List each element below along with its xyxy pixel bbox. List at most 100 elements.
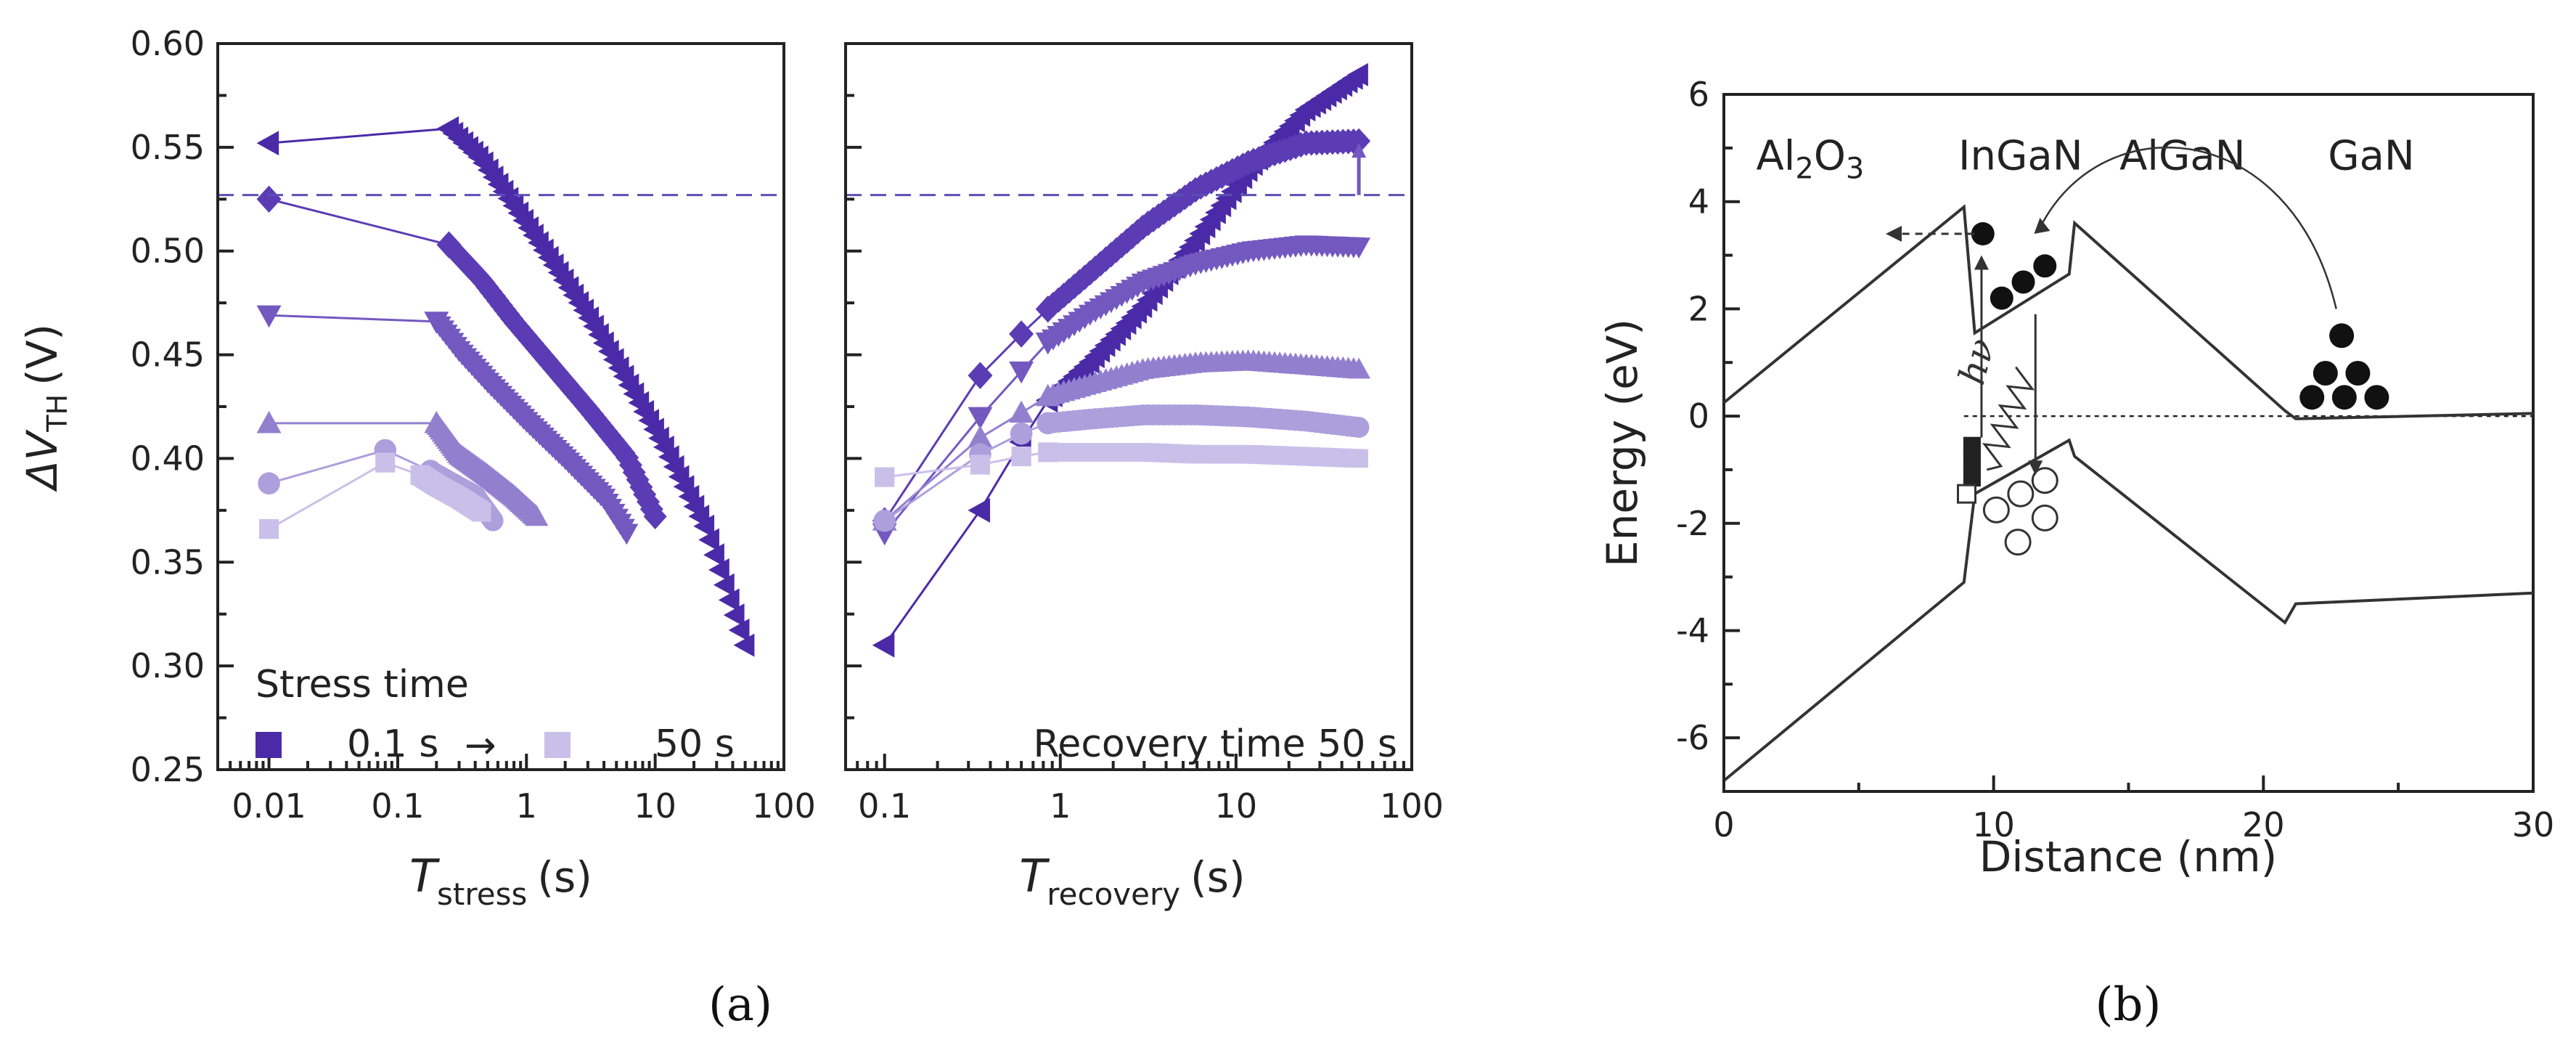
p-stress-series-5-dense-point-59 xyxy=(472,502,491,522)
band-x-axis-title: Distance (nm) xyxy=(1979,832,2278,881)
electron-gan-2 xyxy=(2329,323,2355,349)
band-ytick-label-2: -2 xyxy=(1676,504,1709,543)
stress-x-title-sub: stress xyxy=(437,876,527,912)
p-stress-series-0-dense-point-54 xyxy=(708,558,729,582)
p-stress-series-4-line xyxy=(269,449,431,485)
trap-excitation-arrow-head xyxy=(1974,255,1989,270)
band-particles xyxy=(1957,222,2389,556)
p-recovery-series-2-dense-point-59 xyxy=(1347,237,1371,258)
layer-labels: Al2O3 InGaN AlGaN GaN xyxy=(1757,132,2415,185)
p-stress-xtick-label-1: 0.1 xyxy=(371,786,424,826)
p-stress-series-4-point-0 xyxy=(258,472,280,495)
electron-gan-5 xyxy=(2364,385,2389,410)
p-stress-ytick-label-4: 0.45 xyxy=(131,335,205,375)
p-recovery-series-3 xyxy=(872,349,1371,531)
p-stress-series-1 xyxy=(256,185,667,530)
p-stress-ytick-label-2: 0.35 xyxy=(131,542,205,582)
recovery-x-axis-title: Trecovery (s) xyxy=(1019,850,1245,912)
electron-well-2 xyxy=(2011,270,2035,294)
p-stress-series-5-point-0 xyxy=(258,518,279,539)
electron-leak-arrow-head xyxy=(1886,226,1902,242)
layer-label-ingan: InGaN xyxy=(1958,132,2083,179)
photon-wave-icon xyxy=(1982,366,2035,471)
p-recovery-series-5 xyxy=(875,442,1368,487)
p-recovery-series-4-dense-point-59 xyxy=(1348,417,1370,438)
p-recovery-series-3-point-1 xyxy=(968,425,993,448)
band-ytick-label-1: -4 xyxy=(1676,611,1709,650)
recovery-x-title-unit: (s) xyxy=(1190,852,1245,902)
p-recovery-series-2 xyxy=(872,235,1371,546)
stress-plot: 0.01 0.1 1 10 100 0.250.300.350.400.450.500.… xyxy=(17,24,816,912)
p-recovery-series-2-point-1 xyxy=(968,407,993,430)
hole-3 xyxy=(2004,529,2032,556)
recovery-series-group xyxy=(872,62,1371,658)
legend-from-label: 0.1 s xyxy=(347,722,438,766)
band-xtick-label-0: 0 xyxy=(1713,805,1734,844)
p-stress-ytick-label-3: 0.40 xyxy=(131,439,205,478)
p-stress-series-5 xyxy=(258,452,491,539)
p-recovery-series-4-point-0 xyxy=(873,509,896,532)
band-ytick-label-6: 6 xyxy=(1688,75,1709,114)
p-stress-series-0-dense-point-59 xyxy=(733,633,755,657)
p-recovery-series-3-line xyxy=(883,395,1049,522)
p-recovery-xtick-label-1: 1 xyxy=(1050,786,1071,826)
p-stress-series-5-line xyxy=(268,461,421,530)
p-recovery-series-0-dense-point-59 xyxy=(1347,62,1368,86)
p-stress-series-0-point-0 xyxy=(256,131,279,156)
recovery-x-title-main: T xyxy=(1019,850,1050,903)
electron-gan-3 xyxy=(2299,385,2325,410)
hole-1 xyxy=(2007,480,2035,508)
band-y-ticks: -6 -4 -2 0 2 4 6 xyxy=(1676,75,1740,793)
p-recovery-series-4-point-2 xyxy=(1010,422,1033,445)
stress-y-ticks: 0.25 0.30 0.35 0.40 0.45 0.50 0.55 0.60 xyxy=(131,24,234,789)
electron-transfer-arrow xyxy=(2039,147,2337,309)
y-axis-title-unit: (V) xyxy=(17,324,67,386)
electron-well-3 xyxy=(2033,254,2057,278)
stress-x-ticks: 0.01 0.1 1 10 100 xyxy=(216,754,816,826)
p-stress-ytick-label-6: 0.55 xyxy=(131,128,205,167)
p-recovery-series-5-dense-point-59 xyxy=(1349,449,1368,468)
p-recovery-series-0-point-0 xyxy=(872,632,895,658)
p-recovery-xtick-label-0: 0.1 xyxy=(858,786,911,826)
layer-label-gan: GaN xyxy=(2328,132,2415,179)
p-stress-series-1-dense-point-59 xyxy=(643,503,667,530)
p-recovery-series-1-point-2 xyxy=(1009,320,1034,348)
p-stress-series-0-dense-point-57 xyxy=(723,603,745,627)
trap-filled-2 xyxy=(1963,469,1981,486)
trap-filled-1 xyxy=(1963,452,1981,471)
p-stress-series-2-line xyxy=(269,314,437,323)
band-xtick-label-1: 10 xyxy=(1972,805,2015,844)
p-recovery-series-2-point-2 xyxy=(1009,361,1034,384)
band-diagram-plot: 0 10 20 30 -6 -4 -2 0 2 4 6 Al2O3 InGaN AlGaN GaN… xyxy=(1598,75,2554,881)
electron-gan-1 xyxy=(2345,361,2371,386)
p-stress-series-2-point-0 xyxy=(256,305,282,328)
p-recovery-series-0-line xyxy=(883,399,1049,646)
p-recovery-xtick-label-2: 10 xyxy=(1215,786,1258,826)
electron-gan-4 xyxy=(2331,385,2357,410)
p-stress-ytick-label-5: 0.50 xyxy=(131,232,205,271)
recovery-x-title-sub: recovery xyxy=(1047,876,1180,912)
p-recovery-series-0-point-1 xyxy=(968,497,991,523)
p-recovery-series-1-line xyxy=(883,308,1049,521)
p-stress-series-0-dense-point-52 xyxy=(698,528,719,552)
band-y-axis-title: Energy (eV) xyxy=(1598,319,1647,567)
y-axis-title-sub: TH xyxy=(41,394,73,433)
valence-band-line xyxy=(1722,438,2534,782)
recovery-annotation: Recovery time 50 s xyxy=(1034,722,1397,766)
conduction-band-line xyxy=(1722,204,2534,420)
legend-marker-from xyxy=(255,732,282,758)
p-stress-series-0-dense-point-51 xyxy=(693,514,715,538)
p-recovery-series-5-point-2 xyxy=(1011,446,1031,467)
band-xtick-label-2: 20 xyxy=(2242,805,2285,844)
p-recovery-series-1 xyxy=(872,128,1371,534)
p-stress-series-0-dense-point-56 xyxy=(718,588,740,612)
p-stress-series-0 xyxy=(256,116,755,657)
p-recovery-series-2-line xyxy=(883,341,1049,534)
p-stress-series-0-dense-point-53 xyxy=(703,543,724,567)
p-recovery-xtick-label-3: 100 xyxy=(1380,786,1444,826)
electron-transfer-arrow-head xyxy=(2034,218,2050,234)
p-recovery-series-5-line xyxy=(884,451,1048,478)
legend-title: Stress time xyxy=(255,663,469,706)
electron-well-1 xyxy=(1990,286,2013,310)
